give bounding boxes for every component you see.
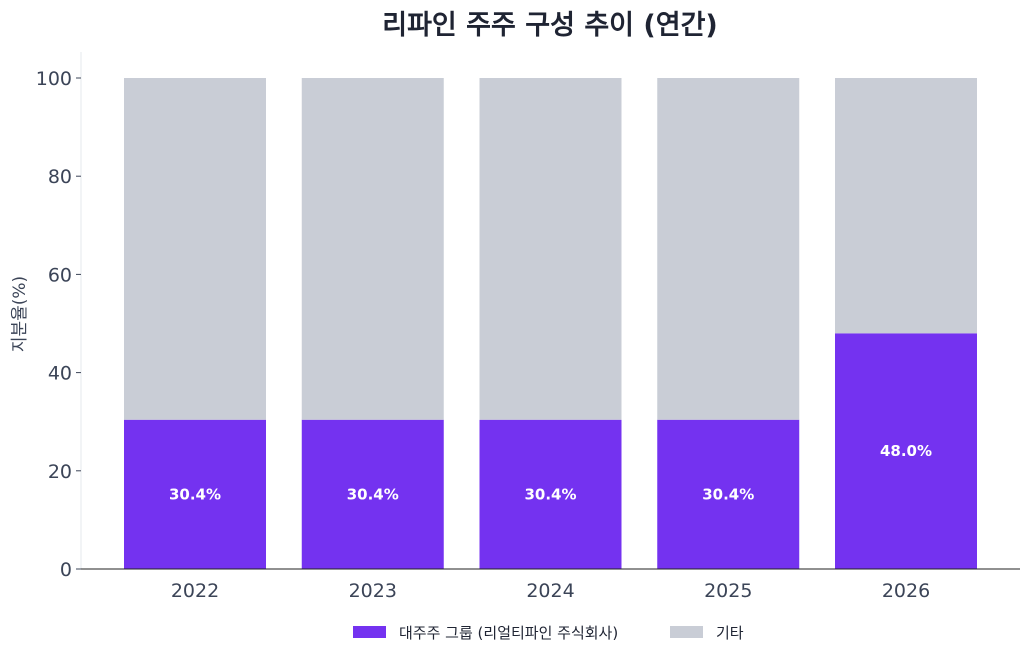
x-tick-label-2024: 2024 [526, 580, 574, 602]
data-label-2026: 48.0% [880, 442, 932, 460]
x-tick-label-2023: 2023 [349, 580, 397, 602]
x-tick-label-2025: 2025 [704, 580, 752, 602]
bar-other-2022 [124, 78, 266, 420]
bar-major-2025 [657, 419, 800, 569]
bar-major-2024 [479, 419, 622, 569]
plot-area: 30.4% 2022 30.4% 2023 30.4% 2024 30.4% 2025 48.0… [36, 52, 1020, 602]
bar-other-2025 [657, 78, 800, 420]
y-tick-label-60: 60 [48, 264, 72, 286]
legend: 대주주 그룹 (리얼티파인 주식회사) 기타 [353, 624, 744, 642]
data-label-2024: 30.4% [524, 485, 576, 503]
bar-other-2026 [835, 78, 977, 334]
y-tick-label-100: 100 [36, 68, 72, 90]
data-label-2023: 30.4% [347, 485, 399, 503]
bar-other-2023 [301, 78, 444, 420]
chart-title: 리파인 주주 구성 추이 (연간) [382, 10, 718, 41]
data-label-2022: 30.4% [169, 485, 221, 503]
bar-major-2023 [301, 419, 444, 569]
y-tick-label-80: 80 [48, 166, 72, 188]
bar-other-2024 [479, 78, 622, 420]
x-tick-label-2022: 2022 [171, 580, 219, 602]
legend-label-other: 기타 [716, 624, 744, 642]
bar-major-2022 [124, 419, 266, 569]
y-tick-label-0: 0 [60, 559, 72, 581]
bar-major-2026 [835, 333, 977, 569]
legend-swatch-major [353, 626, 386, 638]
data-label-2025: 30.4% [702, 485, 754, 503]
y-tick-label-20: 20 [48, 461, 72, 483]
y-tick-label-40: 40 [48, 363, 72, 385]
legend-label-major: 대주주 그룹 (리얼티파인 주식회사) [399, 624, 618, 642]
y-axis-label: 지분율(%) [10, 276, 30, 352]
legend-swatch-other [670, 626, 703, 638]
x-tick-label-2026: 2026 [882, 580, 930, 602]
